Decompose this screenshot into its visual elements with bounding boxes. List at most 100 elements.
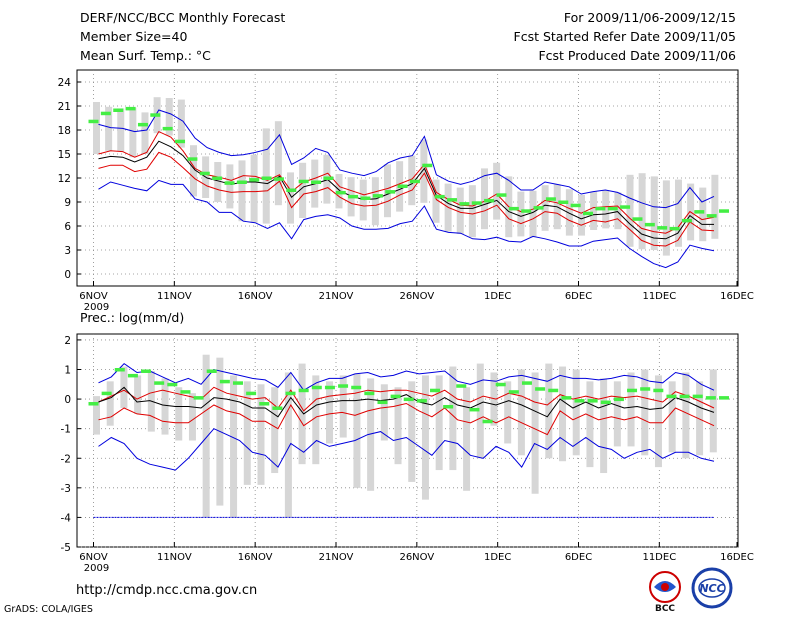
temp-observed-marker	[212, 176, 223, 180]
temp-ensemble-box	[250, 154, 258, 223]
prec-ytick-label: -4	[61, 512, 72, 524]
prec-ensemble-box	[613, 381, 621, 447]
figure-title: DERF/NCC/BCC Monthly Forecast	[80, 10, 286, 25]
temp-observed-marker	[360, 196, 371, 200]
temp-ensemble-box	[699, 187, 707, 242]
temp-observed-marker	[236, 180, 247, 184]
prec-ensemble-box	[230, 375, 238, 518]
prec-observed-marker	[587, 399, 598, 403]
prec-observed-marker	[679, 394, 690, 399]
temp-observed-marker	[558, 200, 569, 204]
temp-observed-marker	[484, 198, 495, 203]
prec-observed-marker	[246, 391, 257, 396]
prec-ensemble-box	[696, 381, 704, 456]
prec-ensemble-box	[284, 372, 292, 518]
temp-xtick-label: 26NOV	[399, 291, 434, 302]
temp-line-max	[98, 109, 715, 209]
prec-observed-marker	[351, 385, 362, 390]
temp-observed-marker	[545, 197, 556, 201]
prec-observed-marker	[508, 390, 519, 394]
prec-xtick-label: 16DEC	[720, 552, 754, 563]
temp-observed-marker	[434, 194, 445, 199]
temp-ensemble-box	[456, 187, 464, 234]
prec-observed-marker	[456, 384, 467, 388]
temp-observed-marker	[348, 194, 359, 199]
temp-ytick-label: 0	[64, 269, 71, 281]
prec-ensemble-box	[545, 363, 553, 459]
temp-observed-marker	[620, 205, 631, 209]
grads-credit: GrADS: COLA/IGES	[4, 604, 93, 615]
bcc-logo-core	[661, 583, 669, 591]
prec-ytick-label: 2	[64, 335, 71, 347]
temp-ensemble-box	[638, 173, 646, 250]
prec-observed-marker	[535, 387, 546, 391]
prec-observed-marker	[324, 385, 335, 390]
temp-observed-marker	[459, 202, 470, 206]
prec-observed-marker	[719, 396, 729, 400]
temp-ensemble-box	[468, 185, 476, 238]
prec-observed-marker	[141, 369, 152, 373]
temp-observed-marker	[669, 226, 680, 231]
prec-ensemble-box	[367, 378, 375, 491]
prec-observed-marker	[613, 397, 624, 402]
prec-xtick-label: 6NOV	[79, 552, 108, 563]
prec-ensemble-box	[394, 387, 402, 465]
temp-ensemble-box	[371, 177, 379, 226]
temp-observed-marker	[595, 206, 606, 211]
prec-observed-marker	[364, 391, 375, 396]
ncc-logo-orbit	[698, 578, 726, 598]
prec-xtick-label: 16NOV	[238, 552, 273, 563]
prec-observed-marker	[167, 382, 178, 387]
prec-observed-marker	[482, 419, 493, 424]
prec-ensemble-box	[586, 381, 594, 468]
temp-ytick-label: 3	[64, 245, 71, 257]
prec-observed-marker	[416, 399, 427, 403]
prec-observed-marker	[285, 391, 296, 396]
temp-observed-marker	[644, 222, 655, 227]
prec-line-median	[98, 386, 715, 418]
temp-ytick-label: 12	[58, 173, 71, 185]
temp-observed-marker	[533, 206, 544, 210]
prec-observed-marker	[232, 381, 243, 385]
produced-date: Fcst Produced Date 2009/11/06	[538, 48, 736, 63]
prec-observed-marker	[338, 384, 349, 388]
temp-ensemble-box	[93, 102, 100, 154]
temp-ensemble-box	[626, 174, 634, 247]
prec-ensemble-box	[202, 354, 210, 518]
temp-ensemble-box	[675, 179, 682, 247]
temp-observed-marker	[719, 209, 729, 213]
temp-ensemble-box	[214, 162, 222, 202]
prec-ytick-label: -5	[61, 542, 71, 554]
temp-ytick-label: 15	[58, 149, 71, 161]
prec-plot-frame	[76, 333, 739, 548]
temp-observed-marker	[88, 119, 99, 124]
prec-observed-marker	[88, 402, 99, 406]
prec-ensemble-box	[339, 375, 347, 438]
prec-ytick-label: 1	[64, 365, 71, 377]
prec-ensemble-box	[504, 381, 512, 444]
temp-ytick-label: 24	[58, 77, 72, 89]
prec-observed-marker	[206, 369, 217, 373]
temp-xtick-label: 21NOV	[319, 291, 354, 302]
temp-observed-marker	[508, 206, 519, 211]
temp-ensemble-box	[590, 191, 598, 230]
temp-xtick-label: 11NOV	[157, 291, 192, 302]
prec-observed-marker	[692, 394, 703, 399]
temp-observed-marker	[162, 126, 173, 131]
prec-observed-marker	[430, 388, 441, 393]
prec-ensemble-box	[531, 372, 539, 494]
start-date: Fcst Started Refer Date 2009/11/05	[513, 29, 737, 44]
temp-observed-marker	[224, 181, 235, 185]
prec-observed-marker	[574, 399, 585, 403]
temp-observed-marker	[471, 201, 482, 205]
temp-ensemble-box	[117, 108, 125, 152]
temp-ensemble-box	[238, 160, 246, 222]
prec-observed-marker	[114, 368, 125, 372]
temp-observed-marker	[706, 214, 717, 218]
prec-observed-marker	[548, 388, 559, 393]
temp-ensemble-box	[226, 164, 234, 209]
temp-observed-marker	[100, 111, 111, 116]
prec-ensemble-box	[175, 387, 183, 441]
